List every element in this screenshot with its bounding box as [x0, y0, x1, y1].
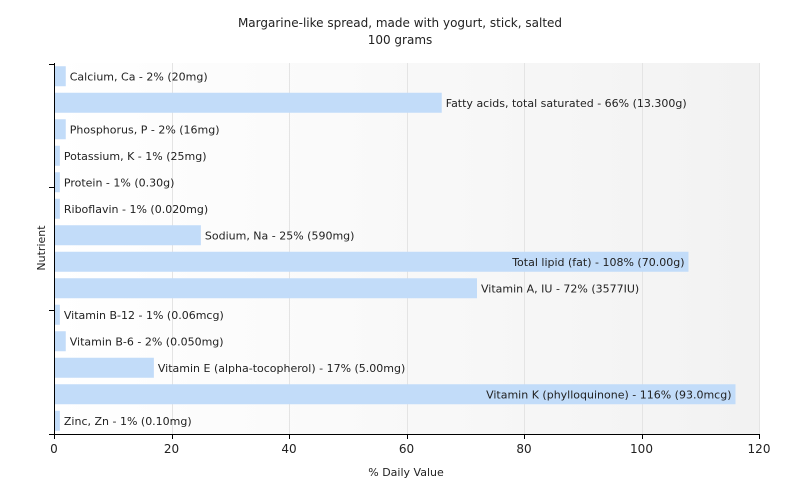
- bar: [55, 119, 66, 140]
- x-tick-label: 60: [399, 442, 414, 456]
- x-tick-label: 0: [50, 442, 58, 456]
- axes: [49, 63, 760, 439]
- bar: [55, 198, 60, 219]
- bar-label: Zinc, Zn - 1% (0.10mg): [64, 415, 192, 428]
- plot-area: [54, 63, 759, 434]
- chart-subtitle: 100 grams: [368, 33, 433, 47]
- bar-label: Vitamin E (alpha-tocopherol) - 17% (5.00…: [158, 362, 405, 375]
- bar: [55, 357, 154, 378]
- bars: [55, 66, 736, 431]
- bar: [55, 92, 442, 113]
- bar: [55, 384, 736, 405]
- bar: [55, 225, 201, 246]
- bar-label: Total lipid (fat) - 108% (70.00g): [511, 256, 684, 269]
- bar-label: Vitamin K (phylloquinone) - 116% (93.0mc…: [486, 388, 731, 401]
- chart-title: Margarine-like spread, made with yogurt,…: [238, 16, 562, 30]
- x-tick-labels: 0 20 40 60 80 100 120: [50, 442, 770, 456]
- bar: [55, 66, 66, 87]
- bar-label: Vitamin B-6 - 2% (0.050mg): [70, 335, 224, 348]
- bar: [55, 278, 477, 299]
- x-tick-label: 80: [516, 442, 531, 456]
- bar: [55, 145, 60, 166]
- bar-label: Vitamin B-12 - 1% (0.06mcg): [64, 309, 224, 322]
- y-axis-label: Nutrient: [35, 225, 48, 271]
- bar: [55, 172, 60, 193]
- plot-background: [54, 63, 759, 434]
- gridlines: [172, 63, 760, 434]
- bar: [55, 251, 689, 272]
- bar: [55, 304, 60, 325]
- bar: [55, 410, 60, 431]
- bar-label: Fatty acids, total saturated - 66% (13.3…: [446, 97, 687, 110]
- bar: [55, 331, 66, 352]
- bar-label: Protein - 1% (0.30g): [64, 176, 175, 189]
- x-tick-label: 20: [164, 442, 179, 456]
- bar-label: Phosphorus, P - 2% (16mg): [70, 123, 220, 136]
- x-tick-label: 100: [630, 442, 653, 456]
- bar-label: Sodium, Na - 25% (590mg): [205, 229, 355, 242]
- bar-label: Potassium, K - 1% (25mg): [64, 150, 207, 163]
- x-tick-label: 120: [748, 442, 771, 456]
- bar-label: Vitamin A, IU - 72% (3577IU): [481, 282, 639, 295]
- x-tick-label: 40: [281, 442, 296, 456]
- x-axis-label: % Daily Value: [368, 466, 444, 479]
- bar-label: Calcium, Ca - 2% (20mg): [70, 70, 208, 83]
- bar-label: Riboflavin - 1% (0.020mg): [64, 203, 208, 216]
- bar-labels: Calcium, Ca - 2% (20mg) Fatty acids, tota…: [64, 70, 732, 428]
